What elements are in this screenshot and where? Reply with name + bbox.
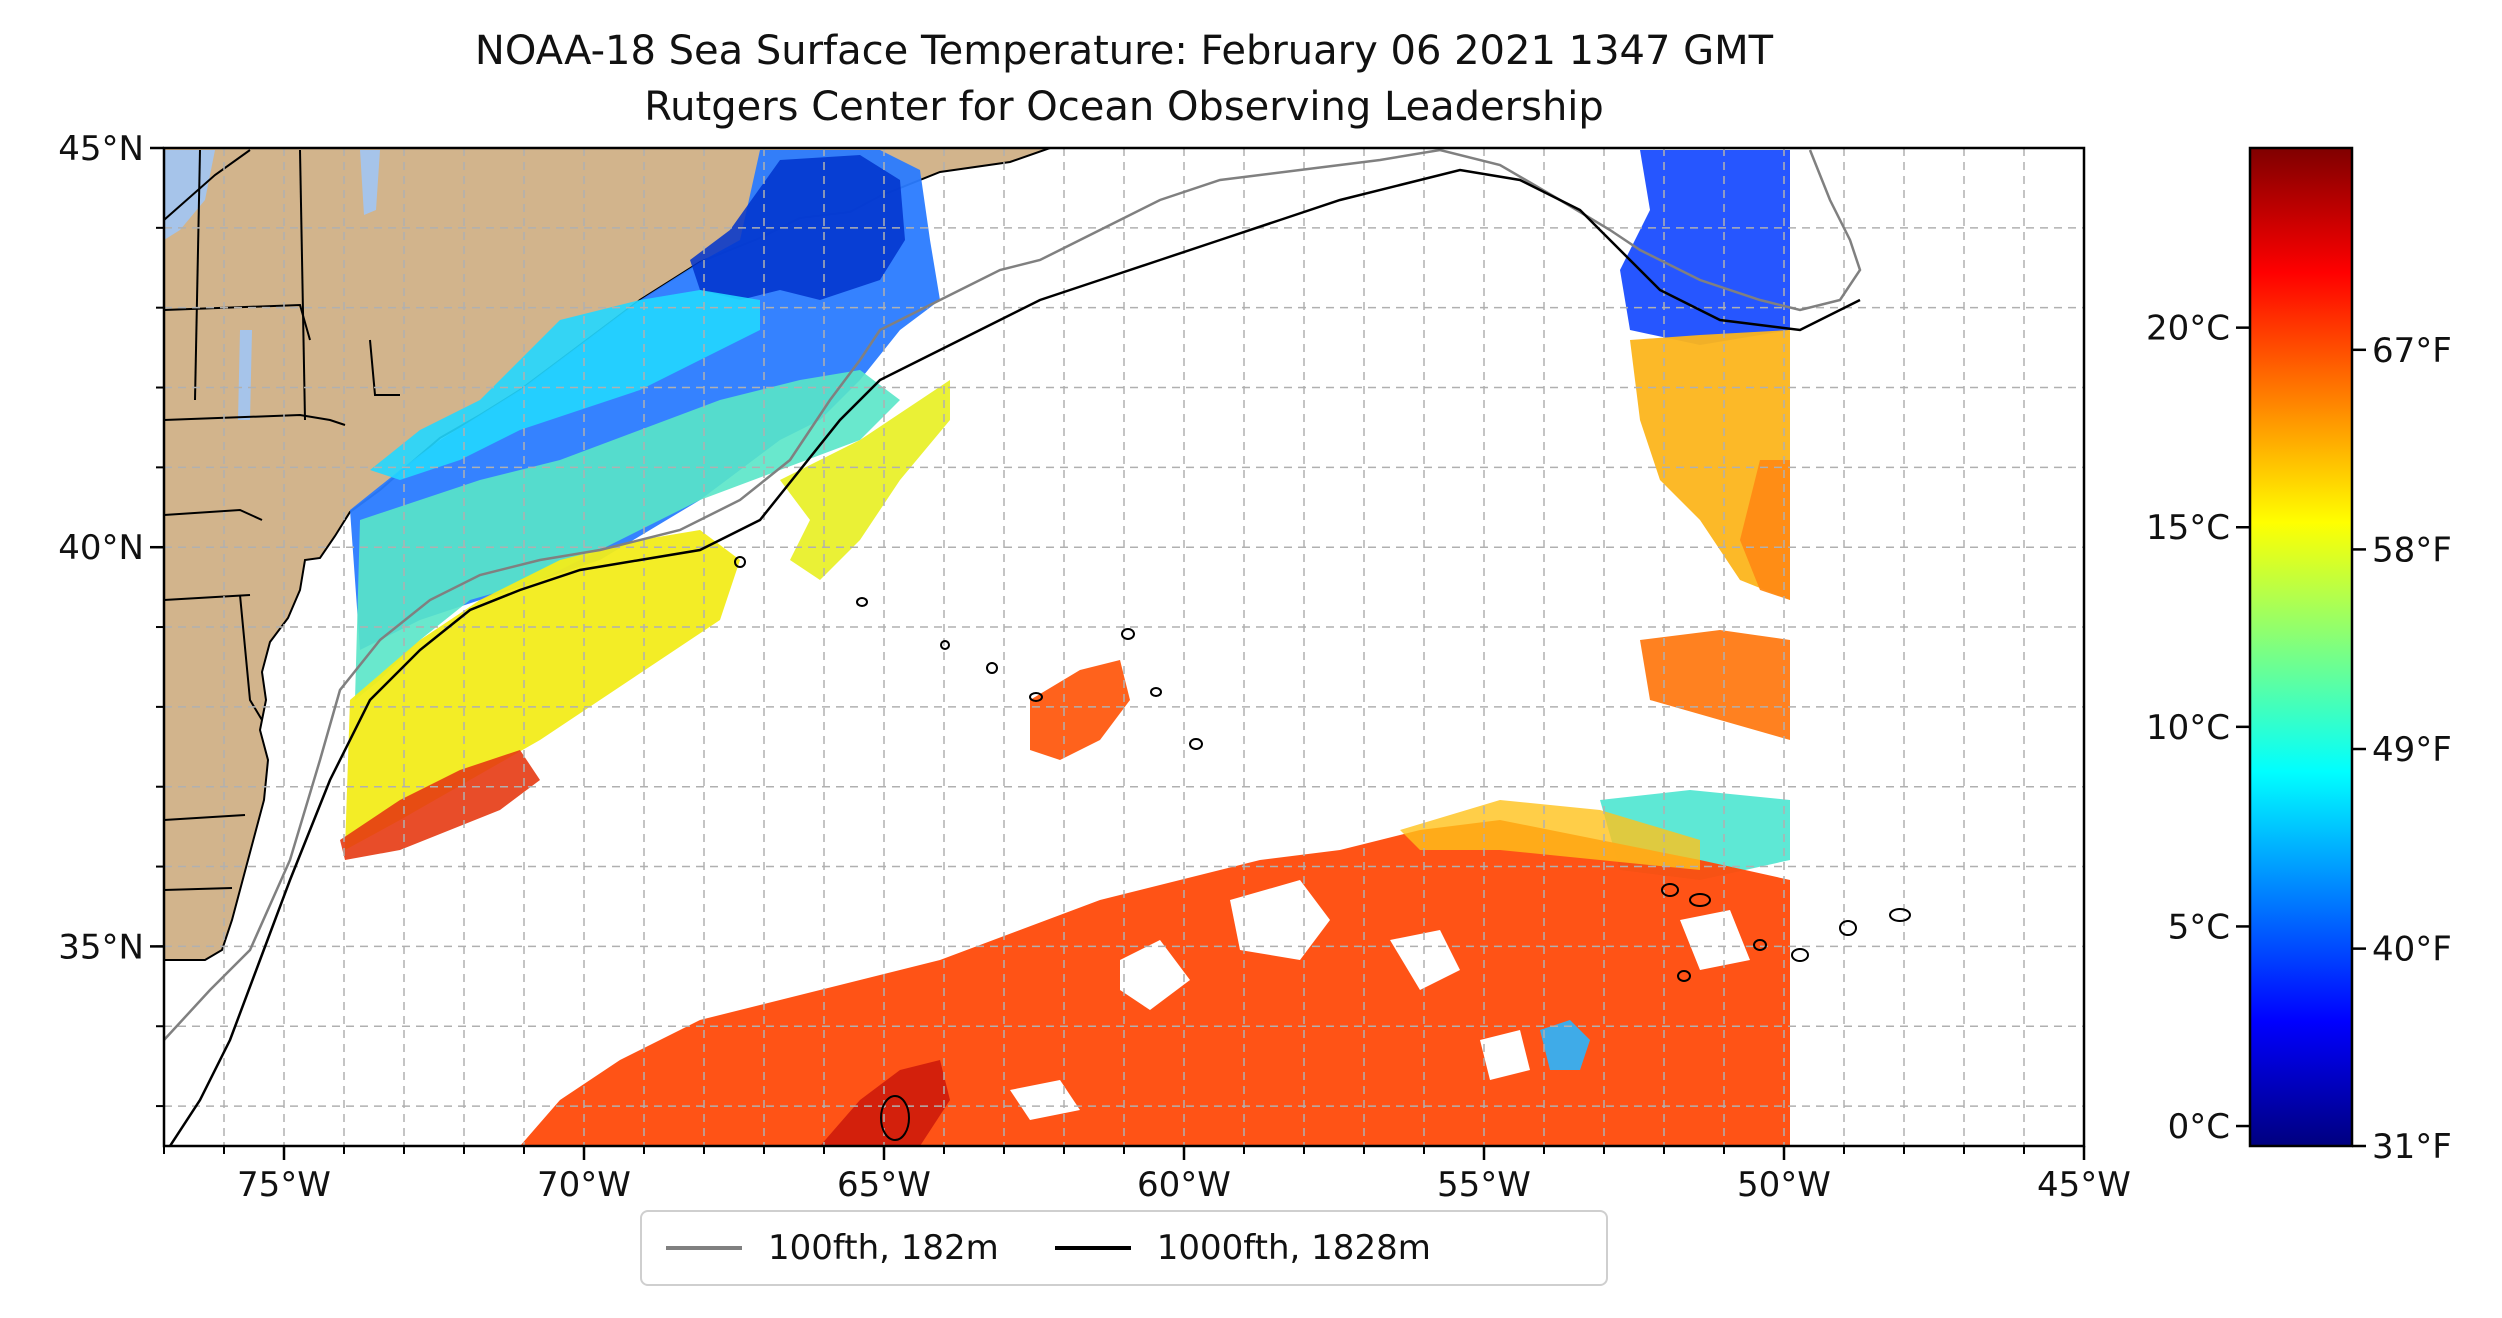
isobath-100fth xyxy=(164,148,1862,1041)
map-title: NOAA-18 Sea Surface Temperature: Februar… xyxy=(474,28,1774,74)
cloud-gaps xyxy=(1010,880,1750,1120)
colorbar-c-label: 15°C xyxy=(2146,508,2230,548)
sst-patch-east-warm xyxy=(1640,630,1790,740)
colorbar-f-label: 67°F xyxy=(2372,331,2452,371)
map-subtitle: Rutgers Center for Ocean Observing Leade… xyxy=(644,84,1604,130)
lon-tick-label: 60°W xyxy=(1137,1165,1231,1205)
colorbar-f-label: 58°F xyxy=(2372,530,2452,570)
colorbar-f-label: 49°F xyxy=(2372,730,2452,770)
colorbar xyxy=(2248,146,2354,1148)
colorbar-celsius-axis: 0°C 5°C 10°C 15°C 20°C xyxy=(2146,309,2250,1147)
sst-patch-east-cold xyxy=(1620,150,1790,345)
colorbar-c-label: 20°C xyxy=(2146,309,2230,349)
isobath-1000fth xyxy=(168,168,1861,1146)
seamount-contours xyxy=(734,556,1911,1141)
sst-patch-mid xyxy=(1030,660,1130,760)
map-gridlines xyxy=(164,148,2084,1146)
legend-item-100fth: 100fth, 182m xyxy=(666,1228,999,1268)
colorbar-fahrenheit-axis: 31°F 40°F 49°F 58°F 67°F xyxy=(2352,331,2452,1167)
inland-lakes xyxy=(164,150,215,240)
sst-gulfstream-edge xyxy=(340,750,540,860)
lon-tick-label: 65°W xyxy=(837,1165,931,1205)
legend-swatch-gray-line xyxy=(666,1246,742,1250)
lon-tick-label: 50°W xyxy=(1737,1165,1831,1205)
legend-label-1000fth: 1000fth, 1828m xyxy=(1156,1228,1431,1268)
lon-tick-label: 55°W xyxy=(1437,1165,1531,1205)
lat-tick-label: 40°N xyxy=(58,528,144,568)
sst-warm-yellow xyxy=(345,530,740,850)
state-borders xyxy=(164,149,400,891)
legend-label-100fth: 100fth, 182m xyxy=(768,1228,999,1268)
inland-lake-3 xyxy=(238,330,252,420)
legend-swatch-black-line xyxy=(1054,1246,1131,1250)
colorbar-f-label: 40°F xyxy=(2372,930,2452,970)
sst-slope-water xyxy=(355,370,900,700)
colorbar-f-label: 31°F xyxy=(2372,1127,2452,1167)
sst-yellow-ridge xyxy=(780,380,950,580)
sst-patch-east-orange xyxy=(1740,460,1790,600)
longitude-axis: 75°W 70°W 65°W 60°W 55°W 50°W 45°W xyxy=(163,1146,2131,1205)
isobath-legend: 100fth, 182m 1000fth, 1828m xyxy=(640,1210,1608,1286)
lat-tick-label: 35°N xyxy=(58,927,144,967)
lat-tick-label: 45°N xyxy=(58,129,144,169)
inland-lake-2 xyxy=(360,150,380,215)
latitude-axis: 45°N 40°N 35°N xyxy=(58,129,164,1108)
lon-tick-label: 70°W xyxy=(537,1165,631,1205)
colorbar-c-label: 5°C xyxy=(2168,907,2230,947)
lon-tick-label: 75°W xyxy=(237,1165,331,1205)
sst-small-cold-eddy xyxy=(1540,1020,1590,1070)
legend-item-1000fth: 1000fth, 1828m xyxy=(1054,1228,1431,1268)
lon-tick-label: 45°W xyxy=(2037,1165,2131,1205)
colorbar-c-label: 10°C xyxy=(2146,708,2230,748)
colorbar-c-label: 0°C xyxy=(2168,1107,2230,1147)
sst-south-yellow-fringe xyxy=(1400,800,1700,870)
sst-cyan-band xyxy=(370,290,760,480)
